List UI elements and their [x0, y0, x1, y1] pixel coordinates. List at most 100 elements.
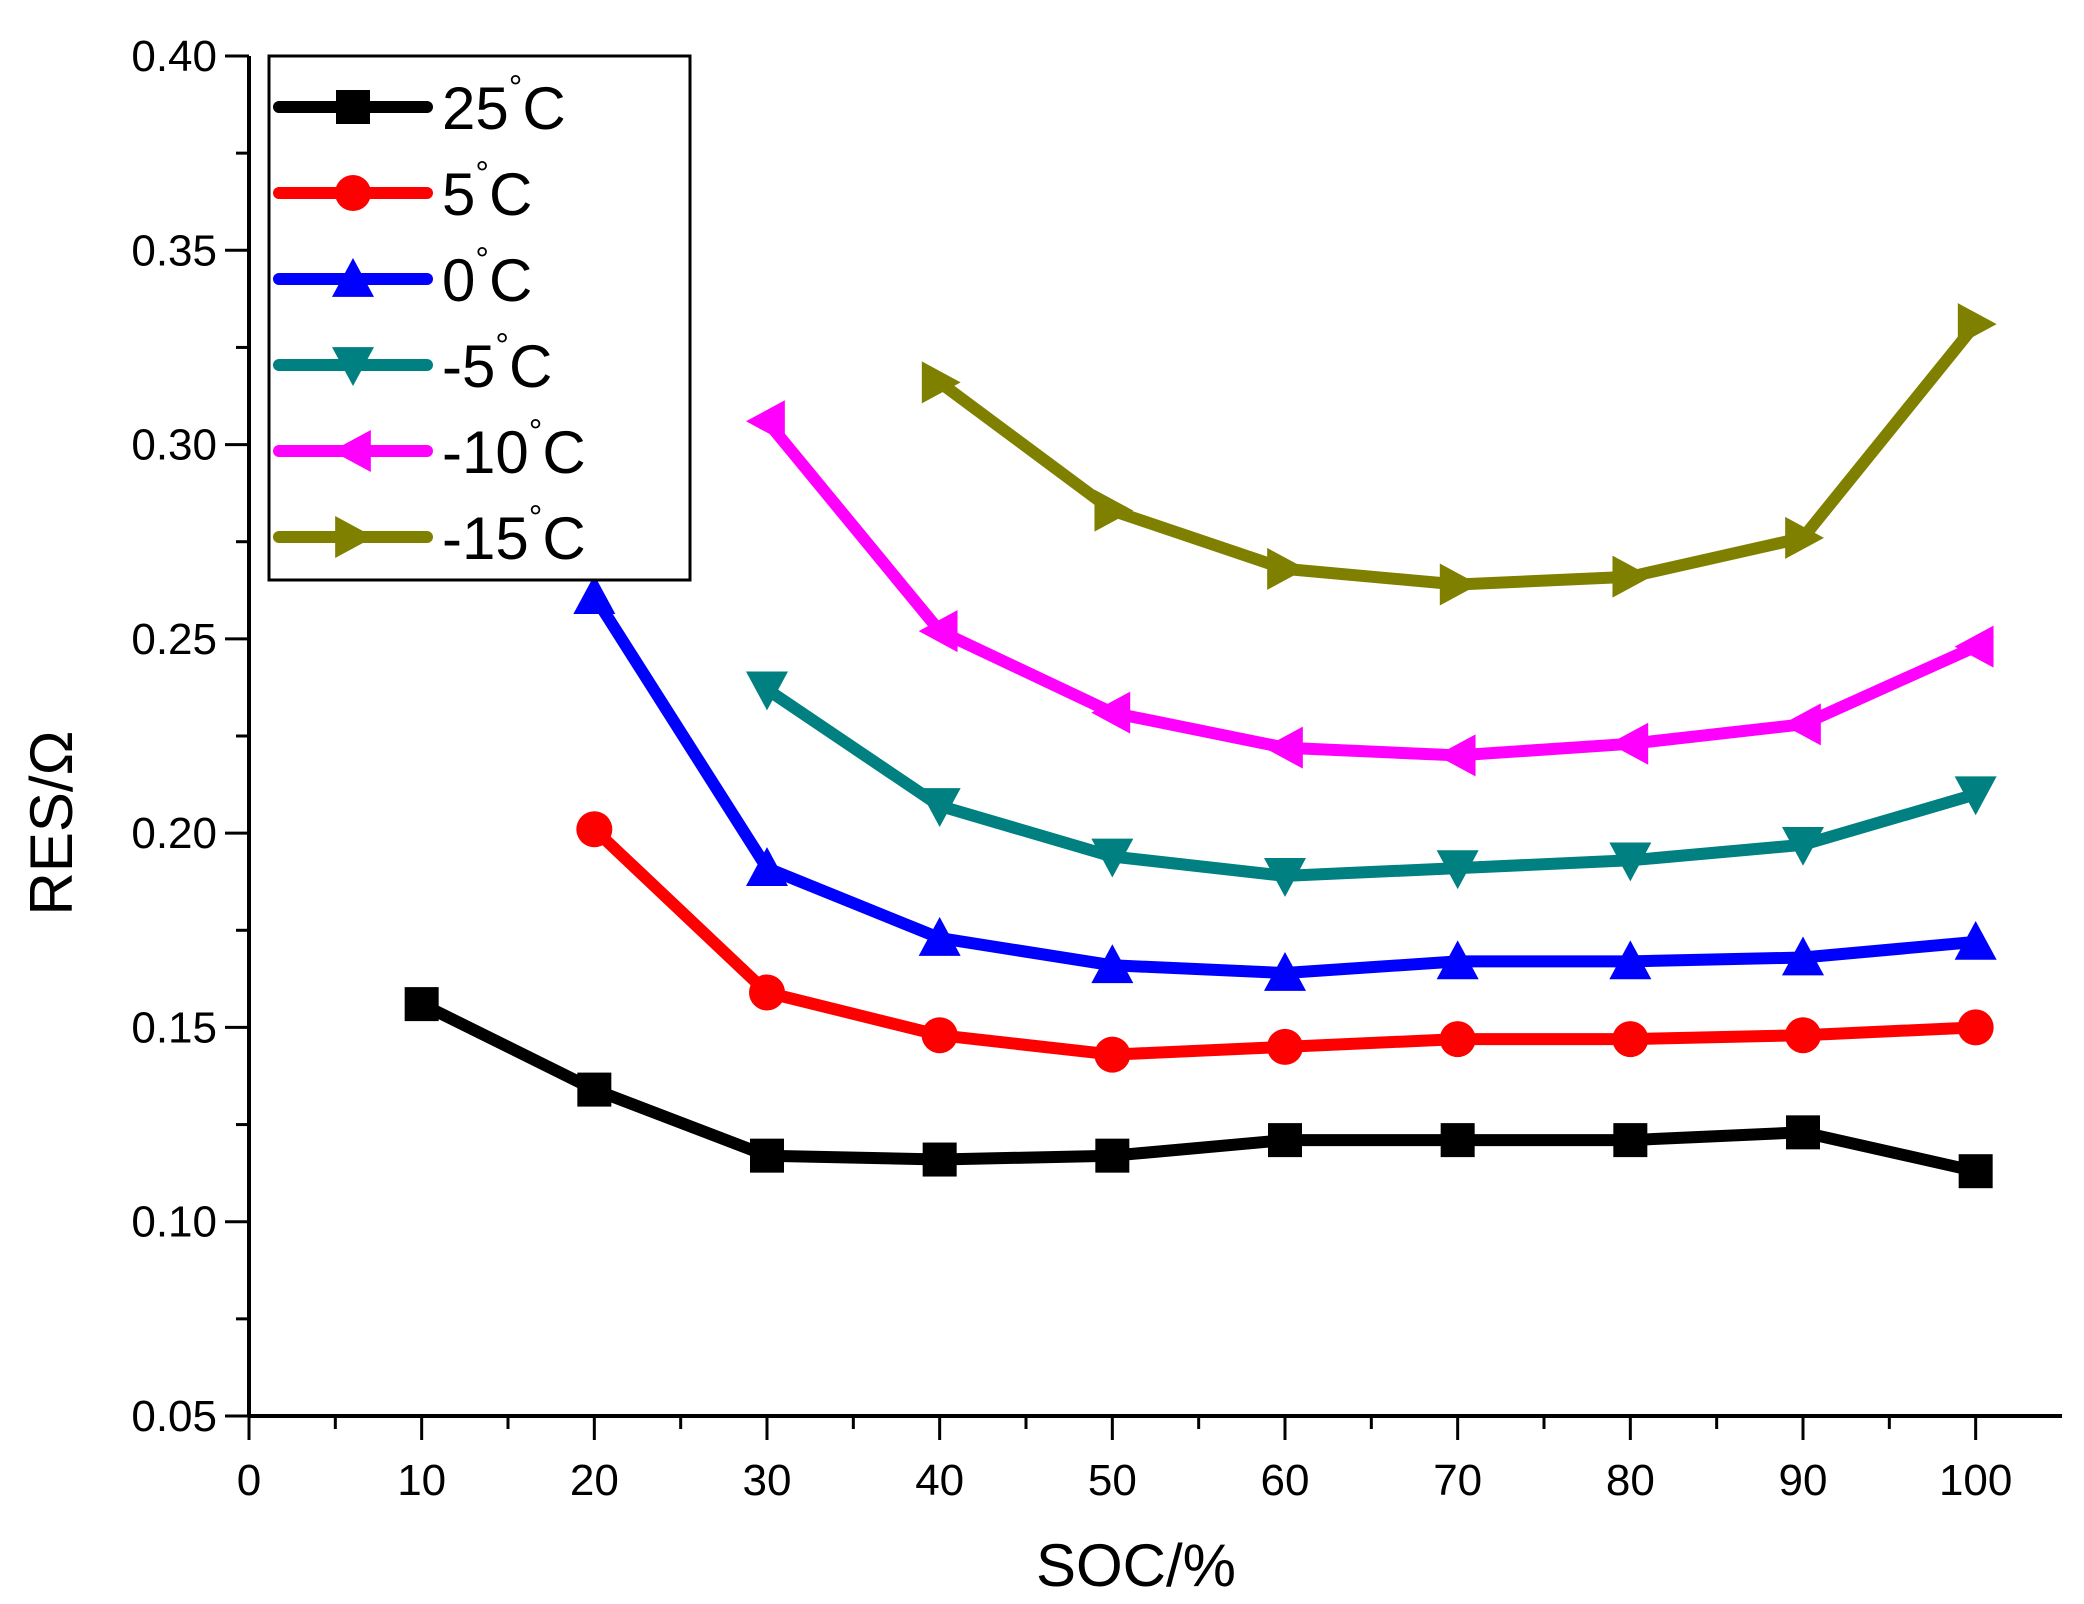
- legend-marker: [332, 347, 374, 386]
- legend-label-unit: C: [489, 247, 532, 314]
- data-point: [1264, 952, 1306, 991]
- data-point: [1267, 547, 1306, 590]
- data-point: [746, 671, 788, 711]
- data-point: [918, 610, 958, 653]
- legend-marker: [336, 90, 370, 124]
- legend-label-value: -5: [442, 333, 495, 400]
- x-tick-label: 60: [1261, 1456, 1310, 1505]
- data-point: [1436, 734, 1476, 777]
- data-point: [1094, 1036, 1131, 1073]
- data-point: [1612, 555, 1652, 598]
- legend-label: 0°C: [442, 241, 532, 314]
- legend-label-unit: C: [489, 161, 532, 228]
- series-line: [933, 318, 1982, 591]
- data-point: [1785, 1017, 1821, 1054]
- data-point: [922, 1142, 957, 1177]
- data-point: [750, 1138, 784, 1173]
- data-point: [1264, 858, 1306, 897]
- data-point: [1782, 826, 1824, 866]
- x-tick-label: 20: [570, 1456, 619, 1505]
- x-tick-label: 80: [1606, 1456, 1655, 1505]
- data-point: [921, 1017, 958, 1054]
- data-point: [1439, 563, 1479, 606]
- series-5: [921, 303, 1997, 606]
- data-point: [749, 974, 785, 1011]
- series-line: [588, 590, 1982, 979]
- data-point: [1612, 1021, 1649, 1058]
- x-tick-label: 90: [1779, 1456, 1828, 1505]
- y-tick-label: 0.10: [131, 1198, 217, 1247]
- x-axis-title: SOC/%: [1036, 1532, 1236, 1599]
- series-3: [746, 671, 1997, 897]
- data-point: [1436, 940, 1479, 980]
- y-axis-title: RES/Ω: [18, 731, 85, 916]
- data-point: [1267, 1028, 1303, 1065]
- y-tick-label: 0.15: [131, 1003, 217, 1052]
- x-tick-label: 30: [743, 1456, 792, 1505]
- series-1: [576, 811, 1994, 1073]
- legend-degree-sign: °: [529, 413, 543, 451]
- data-point: [404, 987, 439, 1022]
- legend-degree-sign: °: [509, 69, 523, 107]
- y-tick-label: 0.30: [131, 421, 217, 470]
- data-point: [1440, 1123, 1475, 1158]
- data-point: [576, 811, 613, 848]
- data-point: [1436, 850, 1479, 890]
- data-point: [1954, 920, 1997, 960]
- x-tick-label: 50: [1088, 1456, 1137, 1505]
- data-point: [1782, 936, 1824, 976]
- data-point: [921, 361, 961, 404]
- y-tick-label: 0.40: [131, 32, 217, 81]
- legend-entry-2: 0°C: [273, 241, 532, 314]
- axes: 0 10 20 30 40 50 60 70 80 90 1000.050.100.150.200.…: [131, 32, 2062, 1505]
- legend-marker: [332, 258, 374, 297]
- legend-marker: [335, 516, 374, 558]
- legend-degree-sign: °: [495, 327, 509, 365]
- series-line: [415, 998, 1982, 1178]
- data-point: [1609, 842, 1652, 882]
- data-point: [1094, 489, 1134, 532]
- series-line: [761, 683, 1982, 882]
- legend-label-unit: C: [509, 333, 552, 400]
- data-point: [1786, 1115, 1820, 1150]
- legend-entry-4: -10°C: [273, 413, 586, 486]
- legend-label-value: -15: [442, 505, 529, 572]
- data-point: [1613, 1123, 1648, 1158]
- x-tick-label: 100: [1939, 1456, 2012, 1505]
- data-point: [1957, 1009, 1994, 1046]
- data-point: [1609, 940, 1652, 980]
- legend-label-value: 5: [442, 161, 475, 228]
- data-point: [1958, 1154, 1993, 1189]
- legend-label: -15°C: [442, 499, 586, 572]
- data-point: [1782, 703, 1821, 746]
- legend-label: -10°C: [442, 413, 586, 486]
- x-tick-label: 70: [1433, 1456, 1482, 1505]
- legend-degree-sign: °: [475, 155, 489, 193]
- x-tick-label: 10: [397, 1456, 446, 1505]
- series-layer: [404, 303, 1997, 1189]
- data-point: [918, 788, 961, 827]
- data-point: [1091, 691, 1131, 734]
- y-tick-label: 0.20: [131, 809, 217, 858]
- data-point: [1957, 303, 1997, 346]
- data-point: [1095, 1138, 1130, 1173]
- legend-label-unit: C: [522, 75, 565, 142]
- legend-label-value: 0: [442, 247, 475, 314]
- legend: 25°C5°C0°C-5°C-10°C-15°C: [267, 54, 692, 582]
- legend-label: -5°C: [442, 327, 552, 400]
- y-tick-label: 0.35: [131, 226, 217, 275]
- y-tick-label: 0.25: [131, 615, 217, 664]
- data-point: [1954, 625, 1994, 668]
- data-point: [1091, 944, 1134, 984]
- data-point: [1439, 1021, 1476, 1058]
- data-point: [746, 400, 785, 443]
- legend-label-unit: C: [542, 419, 585, 486]
- legend-entry-5: -15°C: [273, 499, 586, 572]
- data-point: [1954, 776, 1997, 816]
- legend-label-unit: C: [542, 505, 585, 572]
- data-point: [577, 1072, 612, 1107]
- x-tick-label: 40: [915, 1456, 964, 1505]
- data-point: [1264, 726, 1303, 769]
- legend-entry-3: -5°C: [273, 327, 552, 400]
